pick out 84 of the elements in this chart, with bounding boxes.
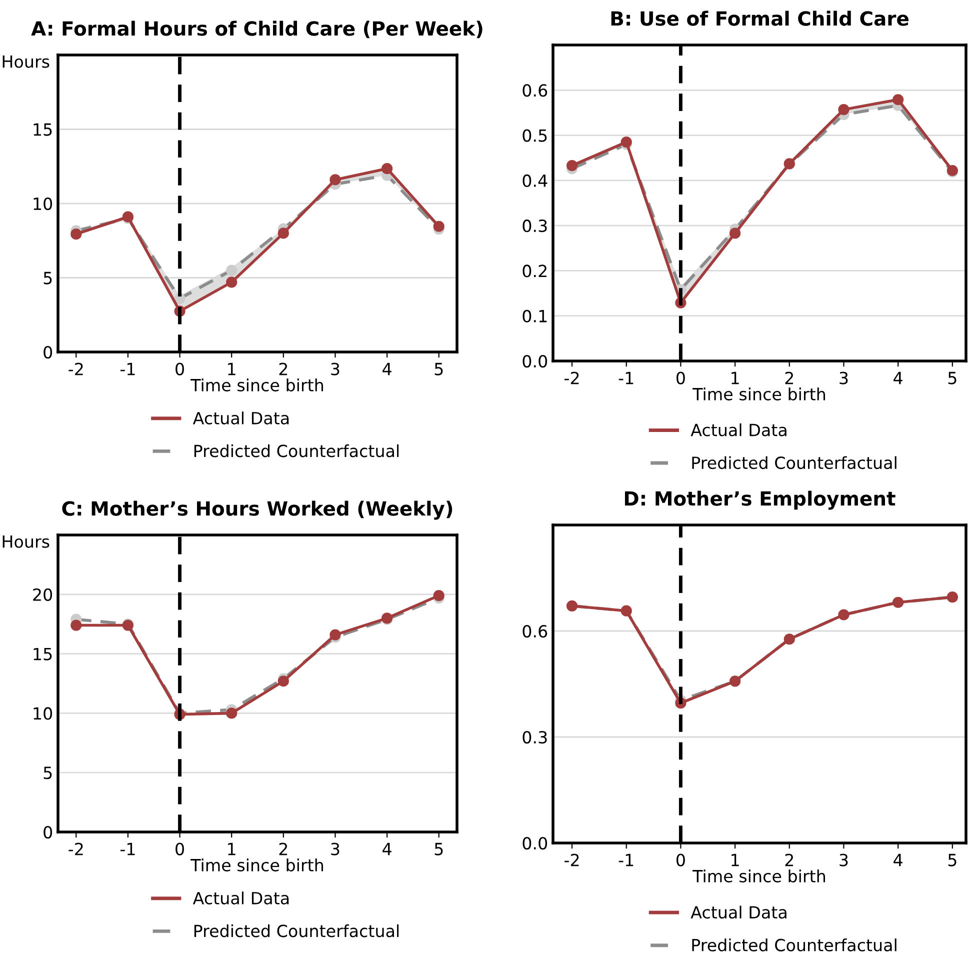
y-tick-label: 0.3 xyxy=(522,220,547,232)
x-tick-label: 0 xyxy=(676,854,685,866)
y-tick-label: 0.5 xyxy=(522,129,547,142)
point xyxy=(226,708,238,719)
y-tick-label: 0 xyxy=(44,346,52,359)
y-tick-label: 10 xyxy=(34,197,52,210)
legend-label: Actual Data xyxy=(192,412,289,424)
x-tick-label: 0 xyxy=(676,372,685,384)
y-tick-label: 0.0 xyxy=(522,836,548,850)
point xyxy=(278,676,289,687)
point xyxy=(566,160,578,172)
y-tick-label: 5 xyxy=(44,766,52,780)
y-tick-label: 15 xyxy=(34,648,52,660)
point xyxy=(892,94,904,106)
x-tick-label: -2 xyxy=(68,362,83,376)
x-tick-label: 2 xyxy=(785,854,794,866)
y-tick-label: 15 xyxy=(34,123,52,136)
x-tick-label: -2 xyxy=(68,842,83,856)
y-tick-label: 0.0 xyxy=(522,354,548,368)
legend-label: Predicted Counterfactual xyxy=(692,938,896,952)
legend-label: Predicted Counterfactual xyxy=(194,924,399,938)
y-axis-title: Hours xyxy=(2,536,50,548)
x-tick-label: 4 xyxy=(894,854,902,866)
x-tick-label: 5 xyxy=(434,842,443,856)
chart-title: C: Mother’s Hours Worked (Weekly) xyxy=(62,500,452,520)
x-tick-label: 3 xyxy=(840,372,848,384)
y-tick-label: 0.6 xyxy=(522,624,548,638)
x-tick-label: -1 xyxy=(120,842,135,856)
y-tick-label: 0.1 xyxy=(522,310,547,322)
y-tick-label: 10 xyxy=(34,707,52,720)
x-axis-title: Time since birth xyxy=(190,378,323,392)
x-tick-label: -1 xyxy=(618,854,634,866)
chart-title: A: Formal Hours of Child Care (Per Week) xyxy=(31,20,482,38)
x-tick-label: 5 xyxy=(434,362,443,376)
x-tick-label: 1 xyxy=(228,842,236,856)
x-tick-label: 5 xyxy=(948,854,956,866)
legend-label: Predicted Counterfactual xyxy=(194,444,399,458)
x-tick-label: -2 xyxy=(564,854,579,866)
x-tick-label: -1 xyxy=(618,372,634,384)
x-tick-label: 3 xyxy=(331,842,340,856)
point xyxy=(330,629,341,640)
point xyxy=(70,620,82,631)
x-axis-title: Time since birth xyxy=(692,388,825,400)
x-tick-label: 4 xyxy=(382,842,392,856)
point xyxy=(226,276,238,288)
y-axis-title: Hours xyxy=(2,56,50,68)
x-tick-label: 1 xyxy=(732,854,739,866)
legend-label: Actual Data xyxy=(192,892,289,904)
x-tick-label: 1 xyxy=(732,372,739,384)
chart-title: B: Use of Formal Child Care xyxy=(611,10,908,26)
point xyxy=(433,590,444,602)
point xyxy=(381,163,393,174)
y-tick-label: 0.4 xyxy=(522,174,548,187)
point xyxy=(838,104,850,116)
point xyxy=(433,220,444,232)
y-tick-label: 0 xyxy=(44,826,52,839)
x-tick-label: 3 xyxy=(840,854,848,866)
x-tick-label: 4 xyxy=(382,362,392,376)
x-tick-label: 2 xyxy=(279,362,288,376)
x-tick-label: 2 xyxy=(279,842,288,856)
x-tick-label: 3 xyxy=(331,362,340,376)
x-tick-label: -2 xyxy=(564,372,579,384)
y-tick-label: 5 xyxy=(44,272,52,284)
point xyxy=(70,228,82,240)
x-tick-label: 0 xyxy=(176,362,184,376)
x-tick-label: -1 xyxy=(120,362,135,376)
y-tick-label: 0.6 xyxy=(522,84,548,97)
x-tick-label: 0 xyxy=(176,842,184,856)
chart-title: D: Mother’s Employment xyxy=(624,490,896,510)
y-tick-label: 0.2 xyxy=(522,264,546,278)
y-tick-label: 0.3 xyxy=(522,730,547,744)
x-axis-title: Time since birth xyxy=(692,870,825,882)
x-tick-label: 4 xyxy=(894,372,902,384)
legend-label: Actual Data xyxy=(690,423,786,436)
x-tick-label: 1 xyxy=(228,362,236,376)
point xyxy=(278,228,289,239)
x-axis-title: Time since birth xyxy=(190,858,323,872)
y-tick-label: 20 xyxy=(33,588,52,601)
legend-label: Predicted Counterfactual xyxy=(692,456,896,470)
legend-label: Actual Data xyxy=(690,906,786,919)
point xyxy=(330,174,341,186)
point xyxy=(729,228,741,239)
x-tick-label: 2 xyxy=(785,372,794,384)
x-tick-label: 5 xyxy=(948,372,956,384)
